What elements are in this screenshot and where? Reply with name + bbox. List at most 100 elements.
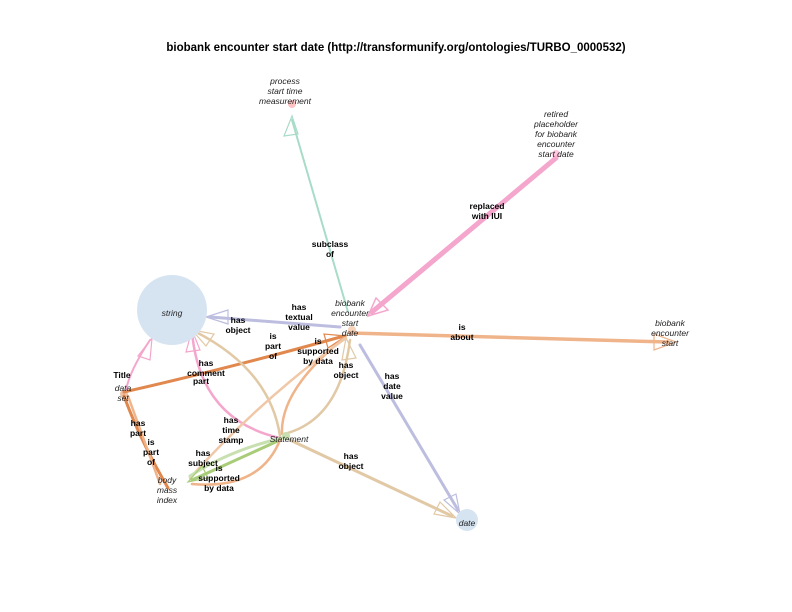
arrowhead-has-object-date — [433, 500, 458, 519]
arrowhead-replaced — [366, 296, 390, 318]
edge-label-is-part-of-2: is part of — [143, 437, 159, 467]
edge-bmi-bbesd — [188, 336, 348, 480]
node-label-line: start time — [268, 86, 303, 96]
edge-label-line: value — [381, 391, 403, 401]
edge-label-line: with IUI — [471, 211, 502, 221]
node-label-bbes: biobank encounter start — [651, 318, 690, 348]
arrowhead-has-textual-value — [204, 309, 229, 325]
edge-label-line: of — [269, 351, 277, 361]
edge-label-has-comment: has comment — [187, 358, 225, 378]
node-label-line: biobank — [335, 298, 366, 308]
edge-label-replaced: replaced with IUI — [470, 201, 505, 221]
edge-label-line: time — [222, 425, 240, 435]
node-label-date: date — [459, 518, 476, 528]
node-label-line: start date — [538, 149, 574, 159]
edge-label-is-supported-1: is supported by data — [297, 336, 339, 366]
node-label-line: measurement — [259, 96, 312, 106]
edge-label-is-supported-2: is supported by data — [198, 463, 240, 493]
edge-label-line: of — [326, 249, 334, 259]
edge-subclass-of — [291, 119, 349, 313]
edge-label-has-object-1: has object — [225, 315, 250, 335]
edge-label-line: is — [314, 336, 321, 346]
edge-label-line: stamp — [218, 435, 243, 445]
edge-has-object-string — [194, 330, 282, 438]
edge-label-has-textual: has textual value — [285, 302, 312, 332]
edge-label-line: supported — [297, 346, 339, 356]
edge-label-line: has — [231, 315, 246, 325]
edge-label-has-part: has part — [130, 418, 146, 438]
edge-is-part-of-bmi — [126, 394, 162, 486]
edge-label-has-object-2: has object — [333, 360, 358, 380]
edge-label-line: Title — [113, 370, 131, 380]
edge-is-supported-bmi — [190, 438, 282, 486]
arrowhead-title — [137, 336, 153, 361]
node-string-circle — [137, 275, 207, 345]
edge-label-line: value — [288, 322, 310, 332]
node-label-line: placeholder — [533, 119, 579, 129]
edge-is-part-of-dataset — [122, 334, 346, 394]
edge-label-has-object-3: has object — [338, 451, 363, 471]
edge-label-line: has — [339, 360, 354, 370]
edge-label-line: date — [383, 381, 401, 391]
edge-label-line: part — [143, 447, 159, 457]
edge-label-subclass: subclass of — [312, 239, 349, 259]
edge-label-line: has — [344, 451, 359, 461]
edge-label-line: is — [147, 437, 154, 447]
edge-label-line: replaced — [470, 201, 505, 211]
edge-label-is-about: is about — [450, 322, 473, 342]
edge-label-line: is — [215, 463, 222, 473]
node-dot-process — [288, 100, 296, 108]
edge-label-line: has — [196, 448, 211, 458]
edge-label-line: part — [130, 428, 146, 438]
node-label-line: set — [117, 393, 129, 403]
edge-label-line: subclass — [312, 239, 349, 249]
node-label-line: date — [342, 328, 359, 338]
edge-label-line: has — [131, 418, 146, 428]
node-label-line: encounter — [331, 308, 370, 318]
edge-label-line: is — [269, 331, 276, 341]
node-label-line: date — [459, 518, 476, 528]
edge-label-line: part — [193, 376, 209, 386]
edge-label-line: subject — [188, 458, 218, 468]
node-label-line: retired — [544, 109, 568, 119]
arrowhead-has-comment — [185, 328, 201, 353]
node-label-line: start — [342, 318, 359, 328]
edge-label-line: has — [385, 371, 400, 381]
node-dot-dataset — [120, 390, 128, 398]
node-label-line: string — [162, 308, 183, 318]
edge-label-line: has — [292, 302, 307, 312]
node-label-line: encounter — [651, 328, 690, 338]
edge-label-part: part — [193, 376, 209, 386]
arrowhead-has-date-value — [442, 493, 461, 516]
edge-is-about — [348, 331, 670, 344]
graph-title: biobank encounter start date (http://tra… — [166, 42, 625, 54]
node-label-line: index — [157, 495, 178, 505]
edge-label-line: is — [458, 322, 465, 332]
edge-label-line: part — [265, 341, 281, 351]
node-label-dataset: data set — [115, 383, 132, 403]
nodes-layer — [137, 275, 478, 531]
node-label-retired: retired placeholder for biobank encounter st… — [533, 109, 579, 159]
node-label-string: string — [162, 308, 183, 318]
edge-label-line: supported — [198, 473, 240, 483]
edge-label-line: has — [199, 358, 214, 368]
node-label-line: body — [158, 475, 177, 485]
edge-label-line: by data — [204, 483, 234, 493]
edge-label-has-subject: has subject — [188, 448, 218, 468]
arrowhead-subclass-of — [283, 114, 299, 137]
node-label-bmi: body mass index — [157, 475, 178, 505]
node-label-line: data — [115, 383, 132, 393]
edge-label-title-lbl: Title — [113, 370, 131, 380]
node-label-process: process start time measurement — [259, 76, 312, 106]
node-statement-dot — [282, 432, 290, 440]
node-label-line: biobank — [655, 318, 686, 328]
edge-has-date-value — [358, 343, 460, 512]
edge-has-subject — [190, 438, 282, 482]
node-label-line: encounter — [537, 139, 576, 149]
node-label-line: process — [269, 76, 301, 86]
arrowhead-is-part-of-dataset — [323, 333, 348, 349]
edge-label-line: about — [450, 332, 473, 342]
node-label-bbesd: biobank encounter start date — [331, 298, 370, 338]
